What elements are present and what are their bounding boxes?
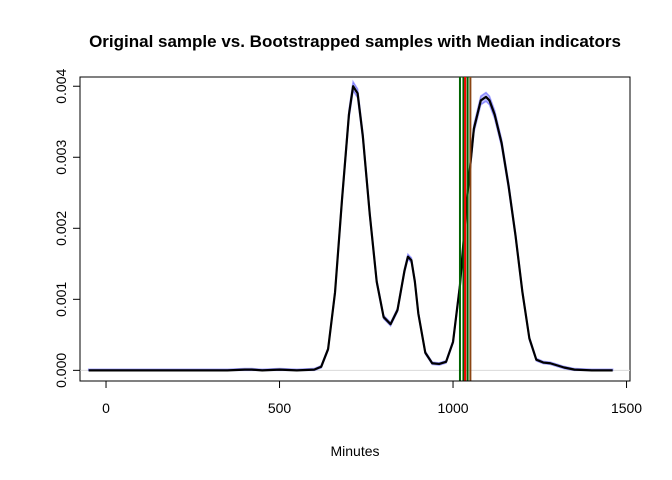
bootstrap-band [87, 79, 614, 372]
y-tick-label: 0.001 [53, 282, 69, 317]
y-tick-label: 0.002 [53, 211, 69, 246]
x-tick-label: 0 [102, 400, 110, 416]
x-tick-label: 1500 [611, 400, 642, 416]
x-axis: 0 500 1000 1500 [102, 380, 642, 416]
original-density-line [88, 85, 613, 372]
y-tick-label: 0.003 [53, 140, 69, 175]
plot-area [80, 77, 630, 381]
y-tick-label: 0.000 [53, 353, 69, 388]
plot-frame [79, 76, 631, 382]
chart-title: Original sample vs. Bootstrapped samples… [89, 32, 621, 51]
y-axis: 0.000 0.001 0.002 0.003 0.004 [53, 69, 81, 388]
x-axis-label: Minutes [330, 443, 379, 459]
y-tick-label: 0.004 [53, 69, 69, 104]
x-tick-label: 1000 [437, 400, 468, 416]
x-tick-label: 500 [268, 400, 292, 416]
